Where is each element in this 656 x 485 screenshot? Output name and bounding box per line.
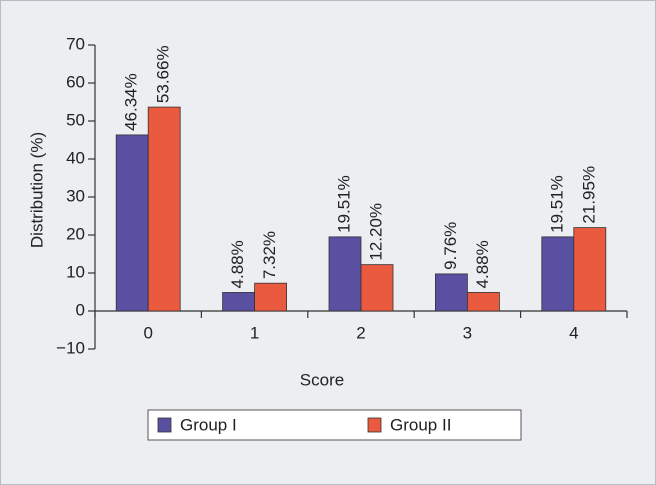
x-tick-label: 1 <box>250 323 259 342</box>
data-label: 46.34% <box>122 73 141 131</box>
x-tick-label: 0 <box>143 323 152 342</box>
data-label: 9.76% <box>441 222 460 270</box>
data-label: 21.95% <box>579 166 598 224</box>
bar <box>254 282 288 312</box>
x-tick-label: 2 <box>356 323 365 342</box>
x-tick-label: 3 <box>463 323 472 342</box>
data-label: 4.88% <box>228 240 247 288</box>
y-tick-label: 40 <box>66 148 85 167</box>
x-axis-label: Score <box>300 370 344 389</box>
legend-label: Group II <box>390 415 451 434</box>
bar <box>466 292 500 312</box>
bar <box>573 227 607 312</box>
y-tick-label: 10 <box>66 262 85 281</box>
legend-swatch <box>157 417 172 433</box>
y-tick-label: 20 <box>66 224 85 243</box>
bar <box>328 236 362 312</box>
y-tick-label: 70 <box>66 34 85 53</box>
data-label: 7.32% <box>260 231 279 279</box>
data-label: 4.88% <box>473 240 492 288</box>
y-tick-label: 50 <box>66 110 85 129</box>
y-tick-label: 0 <box>76 300 85 319</box>
data-label: 19.51% <box>334 175 353 233</box>
y-axis-label: Distribution (%) <box>27 132 46 248</box>
bar <box>541 236 575 312</box>
x-tick-label: 4 <box>569 323 578 342</box>
legend-box <box>147 409 522 441</box>
bar <box>147 106 181 312</box>
data-label: 19.51% <box>547 175 566 233</box>
y-tick-label: −10 <box>56 338 85 357</box>
bar <box>115 134 149 312</box>
legend-swatch <box>367 417 382 433</box>
legend-label: Group I <box>180 415 237 434</box>
data-label: 53.66% <box>154 45 173 103</box>
y-tick-label: 30 <box>66 186 85 205</box>
data-label: 12.20% <box>366 203 385 261</box>
bar <box>222 292 256 312</box>
bar <box>434 273 468 312</box>
y-tick-label: 60 <box>66 72 85 91</box>
bar <box>360 264 394 312</box>
